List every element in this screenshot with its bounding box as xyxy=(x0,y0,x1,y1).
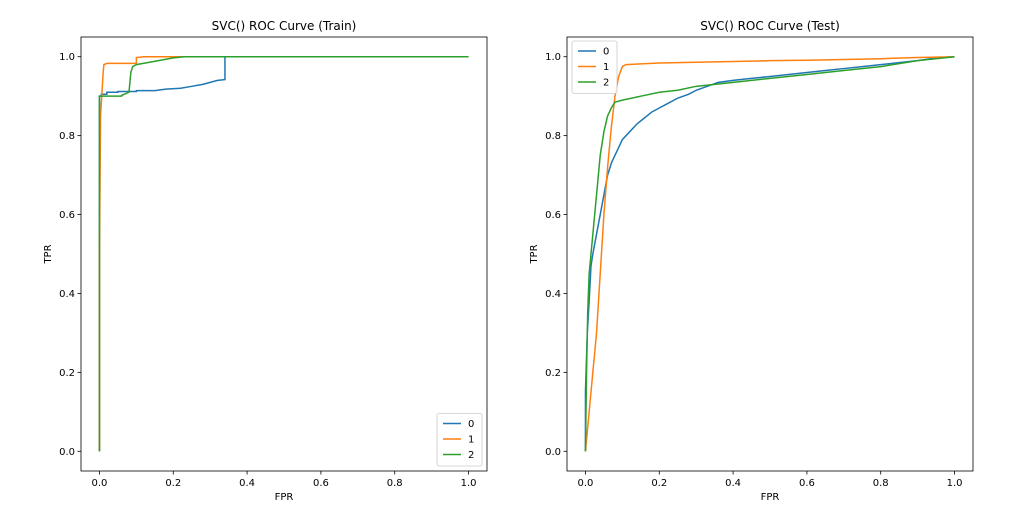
x-tick-label: 1.0 xyxy=(461,478,477,489)
x-axis-label: FPR xyxy=(275,492,294,503)
x-tick-label: 0.8 xyxy=(873,478,889,489)
chart-panel-0: SVC() ROC Curve (Train) 0.0 0.2 0.4 0.6 0.8 1.… xyxy=(43,19,488,503)
x-tick-label: 0.4 xyxy=(239,478,255,489)
y-tick-label: 0.2 xyxy=(59,368,75,379)
y-tick-label: 0.8 xyxy=(545,131,561,142)
x-tick-label: 0.8 xyxy=(387,478,403,489)
x-tick-label: 0.6 xyxy=(799,478,815,489)
x-tick-label: 0.2 xyxy=(651,478,667,489)
plot-frame xyxy=(80,36,488,472)
x-tick-label: 0.0 xyxy=(92,478,108,489)
x-tick-label: 0.4 xyxy=(725,478,741,489)
y-tick-label: 0.8 xyxy=(59,131,75,142)
x-tick-label: 0.0 xyxy=(578,478,594,489)
y-axis-label: TPR xyxy=(529,244,540,264)
legend-label: 0 xyxy=(603,47,609,58)
legend-label: 1 xyxy=(468,435,474,446)
x-axis-label: FPR xyxy=(761,492,780,503)
x-tick-label: 0.2 xyxy=(165,478,181,489)
y-tick-label: 0.0 xyxy=(545,447,561,458)
legend-label: 0 xyxy=(468,419,474,430)
y-tick-label: 0.0 xyxy=(59,447,75,458)
legend: 0 1 2 xyxy=(436,413,483,467)
plot-frame xyxy=(566,36,974,472)
chart-title: SVC() ROC Curve (Test) xyxy=(700,19,840,33)
x-tick-label: 1.0 xyxy=(947,478,963,489)
series-line-2 xyxy=(98,55,469,452)
y-tick-label: 1.0 xyxy=(59,52,75,63)
x-tick-label: 0.6 xyxy=(313,478,329,489)
y-tick-label: 1.0 xyxy=(545,52,561,63)
y-tick-label: 0.6 xyxy=(59,210,75,221)
y-tick-label: 0.4 xyxy=(545,289,561,300)
y-axis-label: TPR xyxy=(43,244,54,264)
y-tick-label: 0.6 xyxy=(545,210,561,221)
series-line-1 xyxy=(584,55,955,452)
y-tick-label: 0.2 xyxy=(545,368,561,379)
series-line-2 xyxy=(584,55,955,452)
y-tick-label: 0.4 xyxy=(59,289,75,300)
chart-title: SVC() ROC Curve (Train) xyxy=(212,19,357,33)
legend: 0 1 2 xyxy=(571,40,618,94)
legend-label: 2 xyxy=(468,450,474,461)
series-line-0 xyxy=(584,55,955,452)
legend-label: 1 xyxy=(603,62,609,73)
chart-panel-1: SVC() ROC Curve (Test) 0.0 0.2 0.4 0.6 0.8 1.0… xyxy=(529,19,974,503)
legend-label: 2 xyxy=(603,78,609,89)
